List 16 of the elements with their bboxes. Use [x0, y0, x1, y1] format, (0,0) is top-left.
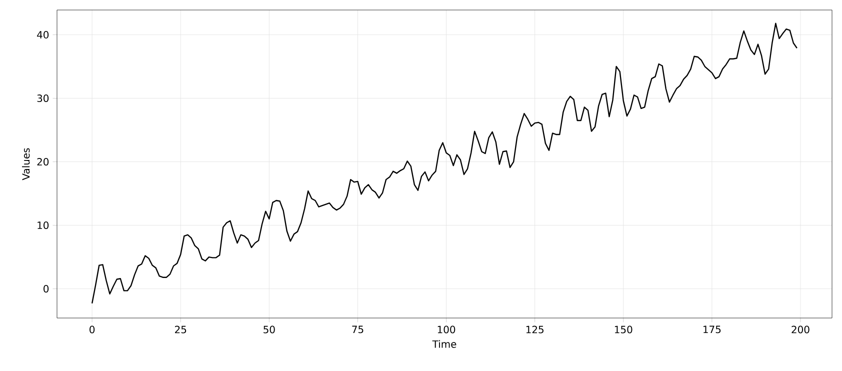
x-tick-label: 125	[526, 326, 544, 334]
x-tick-label: 75	[352, 326, 364, 334]
y-tick-label: 0	[44, 285, 49, 293]
y-tick-label: 30	[37, 94, 49, 102]
x-tick-label: 150	[614, 326, 632, 334]
x-tick-label: 50	[264, 326, 275, 334]
y-tick-label: 40	[37, 30, 49, 39]
x-tick-label: 0	[90, 326, 95, 334]
x-tick-label: 175	[704, 326, 721, 334]
y-axis-title: Values	[22, 148, 30, 180]
x-tick-label: 100	[438, 326, 456, 334]
y-tick-label: 10	[38, 222, 49, 230]
x-tick-label: 200	[792, 326, 810, 334]
y-tick-label: 20	[37, 158, 49, 166]
x-axis-title: Time	[432, 340, 456, 348]
x-tick-label: 25	[175, 326, 186, 334]
